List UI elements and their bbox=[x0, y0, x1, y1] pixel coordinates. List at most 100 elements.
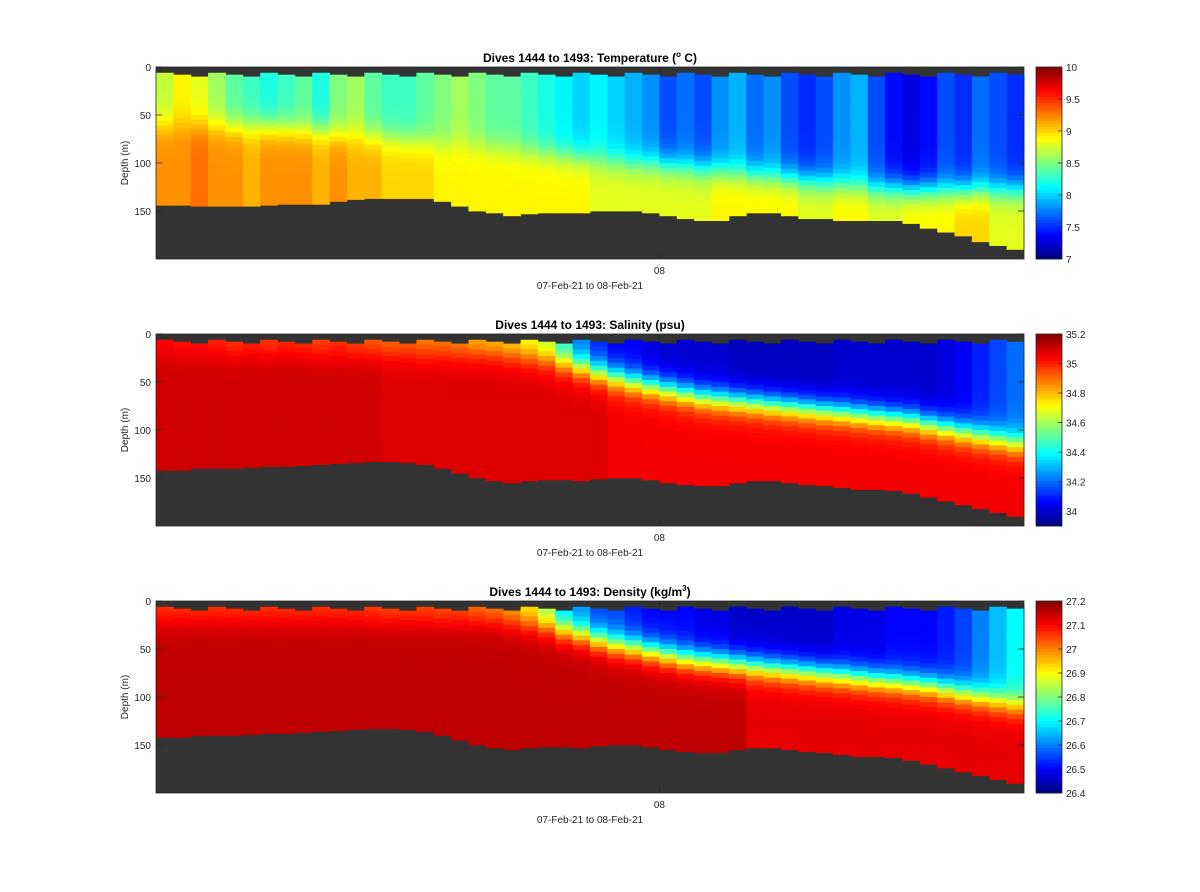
temperature-cell bbox=[346, 167, 365, 173]
density-cell bbox=[468, 621, 487, 627]
density-cell bbox=[885, 659, 903, 665]
temperature-cell bbox=[190, 124, 209, 130]
density-cell bbox=[590, 719, 608, 725]
density-cell bbox=[676, 649, 695, 656]
temperature-colorbar-segment bbox=[1036, 148, 1062, 152]
salinity-cell bbox=[520, 445, 539, 451]
density-cell bbox=[225, 719, 244, 725]
temperature-cell bbox=[537, 89, 556, 95]
salinity-cell bbox=[555, 463, 574, 469]
temperature-cell bbox=[433, 108, 452, 114]
salinity-cell bbox=[624, 435, 643, 441]
salinity-cell bbox=[416, 445, 435, 451]
salinity-cell bbox=[798, 452, 817, 458]
temperature-cell bbox=[416, 149, 435, 155]
density-cell bbox=[294, 730, 313, 733]
temperature-cell bbox=[329, 199, 348, 202]
salinity-cell bbox=[190, 372, 209, 378]
salinity-cell bbox=[190, 420, 209, 426]
density-cell bbox=[919, 673, 938, 679]
temperature-cell bbox=[607, 139, 626, 145]
temperature-colorbar-segment bbox=[1036, 247, 1062, 251]
density-cell bbox=[451, 658, 469, 664]
salinity-colorbar-segment bbox=[1036, 523, 1062, 527]
temperature-cell bbox=[399, 163, 417, 169]
temperature-cell bbox=[381, 74, 400, 80]
temperature-cell bbox=[346, 163, 365, 169]
density-cell bbox=[937, 707, 955, 713]
density-cell bbox=[190, 673, 209, 679]
temperature-cell bbox=[399, 91, 417, 97]
temperature-cell bbox=[520, 87, 539, 93]
density-colorbar-segment bbox=[1036, 775, 1062, 779]
temperature-cell bbox=[346, 81, 365, 87]
density-cell bbox=[260, 721, 278, 728]
temperature-cell bbox=[277, 141, 296, 148]
temperature-cell bbox=[919, 119, 938, 125]
temperature-cell bbox=[208, 77, 226, 83]
density-cell bbox=[746, 661, 764, 667]
salinity-cell bbox=[468, 358, 487, 365]
density-cell bbox=[381, 680, 400, 686]
density-cell bbox=[381, 618, 400, 624]
salinity-cell bbox=[989, 493, 1008, 499]
salinity-cell bbox=[624, 411, 643, 417]
density-cell bbox=[867, 615, 886, 621]
density-cell bbox=[989, 688, 1008, 694]
density-cell bbox=[711, 629, 730, 635]
density-cell bbox=[659, 706, 678, 712]
salinity-cell bbox=[780, 411, 799, 417]
temperature-cell bbox=[850, 108, 869, 114]
temperature-cell bbox=[156, 82, 174, 88]
temperature-cell bbox=[850, 137, 869, 143]
density-cell bbox=[537, 709, 556, 715]
salinity-cell bbox=[451, 362, 469, 368]
density-cell bbox=[190, 653, 209, 659]
salinity-cell bbox=[399, 391, 417, 397]
salinity-cell bbox=[468, 368, 487, 374]
temperature-cell bbox=[173, 170, 192, 176]
salinity-cell bbox=[885, 349, 903, 355]
temperature-cell bbox=[763, 211, 782, 214]
salinity-cell bbox=[346, 425, 365, 431]
temperature-cell bbox=[607, 201, 626, 207]
salinity-cell bbox=[607, 391, 626, 397]
temperature-cell bbox=[590, 89, 608, 95]
temperature-cell bbox=[850, 151, 869, 157]
salinity-cell bbox=[694, 452, 712, 458]
salinity-cell bbox=[728, 406, 747, 413]
density-cell bbox=[590, 690, 608, 696]
density-cell bbox=[989, 630, 1008, 636]
salinity-cell bbox=[312, 354, 330, 360]
salinity-cell bbox=[433, 341, 452, 347]
temperature-cell bbox=[260, 82, 278, 88]
salinity-cell bbox=[156, 445, 174, 451]
salinity-cell bbox=[694, 356, 712, 362]
density-cell bbox=[607, 629, 626, 635]
density-cell bbox=[503, 625, 521, 631]
temperature-cell bbox=[242, 139, 261, 145]
salinity-cell bbox=[294, 406, 313, 412]
salinity-cell bbox=[329, 394, 348, 400]
temperature-cell bbox=[711, 95, 730, 101]
salinity-cell bbox=[746, 375, 764, 381]
temperature-cell bbox=[919, 76, 938, 82]
salinity-cell bbox=[954, 389, 973, 395]
density-cell bbox=[867, 663, 886, 669]
temperature-cell bbox=[156, 154, 174, 160]
salinity-cell bbox=[867, 353, 886, 359]
density-colorbar-segment bbox=[1036, 604, 1062, 608]
salinity-cell bbox=[607, 463, 626, 469]
density-cell bbox=[173, 709, 192, 715]
temperature-colorbar-segment bbox=[1036, 163, 1062, 167]
salinity-cell bbox=[746, 370, 764, 376]
salinity-cell bbox=[867, 415, 886, 421]
temperature-cell bbox=[815, 76, 834, 82]
density-cell bbox=[537, 675, 556, 682]
density-colorbar-tick-label: 26.9 bbox=[1066, 669, 1086, 680]
temperature-cell bbox=[919, 201, 938, 207]
density-cell bbox=[399, 692, 417, 698]
density-cell bbox=[989, 611, 1008, 617]
temperature-cell bbox=[572, 125, 591, 131]
temperature-cell bbox=[329, 74, 348, 80]
